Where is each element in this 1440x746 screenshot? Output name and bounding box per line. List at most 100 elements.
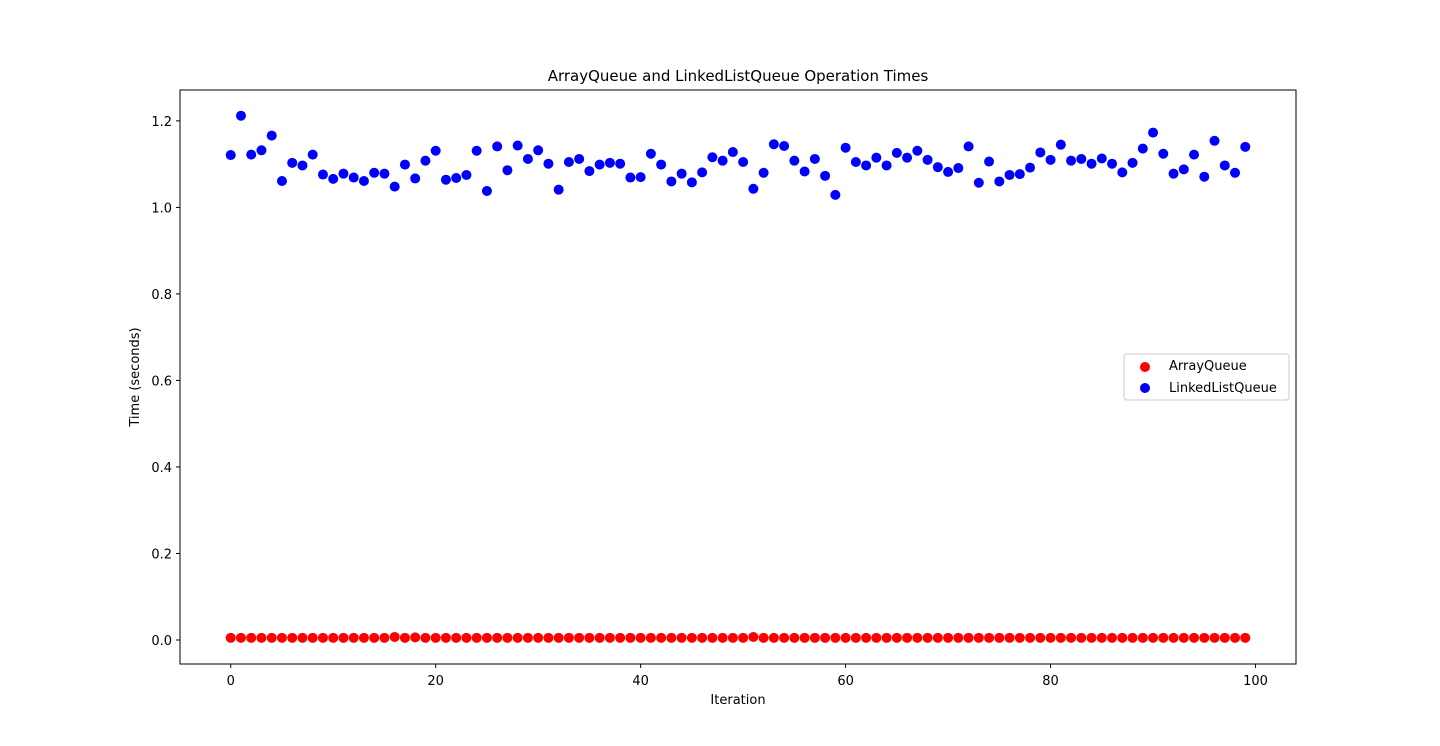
point-linkedlistqueue bbox=[287, 157, 298, 168]
point-arrayqueue bbox=[1004, 632, 1015, 643]
point-arrayqueue bbox=[912, 632, 923, 643]
point-linkedlistqueue bbox=[707, 152, 718, 163]
point-linkedlistqueue bbox=[748, 183, 759, 194]
point-linkedlistqueue bbox=[430, 145, 441, 156]
point-arrayqueue bbox=[1209, 632, 1220, 643]
point-arrayqueue bbox=[1107, 632, 1118, 643]
point-linkedlistqueue bbox=[256, 145, 267, 156]
point-linkedlistqueue bbox=[379, 168, 390, 179]
point-arrayqueue bbox=[871, 632, 882, 643]
point-arrayqueue bbox=[748, 631, 759, 642]
point-arrayqueue bbox=[522, 632, 533, 643]
chart-title: ArrayQueue and LinkedListQueue Operation… bbox=[548, 67, 929, 85]
point-arrayqueue bbox=[943, 632, 954, 643]
point-arrayqueue bbox=[574, 632, 585, 643]
y-tick-label: 0.4 bbox=[151, 461, 172, 476]
point-linkedlistqueue bbox=[317, 169, 328, 180]
point-arrayqueue bbox=[543, 632, 554, 643]
y-tick-label: 0.8 bbox=[151, 288, 172, 303]
point-linkedlistqueue bbox=[656, 159, 667, 170]
point-linkedlistqueue bbox=[1107, 158, 1118, 169]
point-linkedlistqueue bbox=[543, 158, 554, 169]
point-linkedlistqueue bbox=[922, 154, 933, 165]
point-linkedlistqueue bbox=[533, 145, 544, 156]
point-arrayqueue bbox=[994, 632, 1005, 643]
y-axis-label: Time (seconds) bbox=[128, 327, 143, 427]
point-linkedlistqueue bbox=[789, 155, 800, 166]
point-arrayqueue bbox=[563, 632, 574, 643]
data-points bbox=[225, 110, 1251, 643]
point-arrayqueue bbox=[758, 632, 769, 643]
point-linkedlistqueue bbox=[246, 149, 257, 160]
point-linkedlistqueue bbox=[1066, 155, 1077, 166]
point-arrayqueue bbox=[1066, 632, 1077, 643]
point-arrayqueue bbox=[1055, 632, 1066, 643]
point-arrayqueue bbox=[594, 632, 605, 643]
point-linkedlistqueue bbox=[932, 162, 943, 173]
point-linkedlistqueue bbox=[1158, 148, 1169, 159]
x-tick-label: 80 bbox=[1042, 674, 1059, 689]
point-linkedlistqueue bbox=[686, 177, 697, 188]
point-linkedlistqueue bbox=[1045, 154, 1056, 165]
point-arrayqueue bbox=[348, 632, 359, 643]
point-linkedlistqueue bbox=[635, 172, 646, 183]
point-arrayqueue bbox=[645, 632, 656, 643]
point-arrayqueue bbox=[840, 632, 851, 643]
point-linkedlistqueue bbox=[1076, 153, 1087, 164]
point-arrayqueue bbox=[399, 632, 410, 643]
point-linkedlistqueue bbox=[1199, 171, 1210, 182]
point-linkedlistqueue bbox=[881, 160, 892, 171]
point-arrayqueue bbox=[727, 632, 738, 643]
point-linkedlistqueue bbox=[912, 145, 923, 156]
point-arrayqueue bbox=[1076, 632, 1087, 643]
point-arrayqueue bbox=[902, 632, 913, 643]
legend: ArrayQueue LinkedListQueue bbox=[1123, 353, 1290, 401]
point-linkedlistqueue bbox=[645, 148, 656, 159]
point-arrayqueue bbox=[379, 632, 390, 643]
point-arrayqueue bbox=[246, 632, 257, 643]
point-arrayqueue bbox=[809, 632, 820, 643]
plot-frame bbox=[179, 89, 1297, 665]
point-linkedlistqueue bbox=[297, 160, 308, 171]
point-arrayqueue bbox=[963, 632, 974, 643]
point-linkedlistqueue bbox=[1117, 167, 1128, 178]
point-linkedlistqueue bbox=[943, 166, 954, 177]
point-linkedlistqueue bbox=[768, 139, 779, 150]
point-arrayqueue bbox=[338, 632, 349, 643]
point-linkedlistqueue bbox=[481, 185, 492, 196]
point-linkedlistqueue bbox=[799, 166, 810, 177]
point-linkedlistqueue bbox=[891, 147, 902, 158]
point-arrayqueue bbox=[256, 632, 267, 643]
point-linkedlistqueue bbox=[1055, 139, 1066, 150]
legend-marker-linkedlistqueue bbox=[1140, 383, 1150, 393]
x-axis-label: Iteration bbox=[710, 693, 765, 708]
point-arrayqueue bbox=[584, 632, 595, 643]
point-linkedlistqueue bbox=[1025, 162, 1036, 173]
x-tick-label: 40 bbox=[632, 674, 649, 689]
x-tick-label: 60 bbox=[837, 674, 854, 689]
point-arrayqueue bbox=[553, 632, 564, 643]
point-linkedlistqueue bbox=[1086, 158, 1097, 169]
point-arrayqueue bbox=[768, 632, 779, 643]
point-arrayqueue bbox=[881, 632, 892, 643]
point-linkedlistqueue bbox=[338, 168, 349, 179]
point-arrayqueue bbox=[953, 632, 964, 643]
point-arrayqueue bbox=[1168, 632, 1179, 643]
point-linkedlistqueue bbox=[512, 140, 523, 151]
point-linkedlistqueue bbox=[861, 160, 872, 171]
point-arrayqueue bbox=[666, 632, 677, 643]
x-tick-label: 0 bbox=[227, 674, 235, 689]
point-arrayqueue bbox=[615, 632, 626, 643]
point-arrayqueue bbox=[1158, 632, 1169, 643]
point-linkedlistqueue bbox=[850, 156, 861, 167]
point-linkedlistqueue bbox=[666, 176, 677, 187]
point-arrayqueue bbox=[440, 632, 451, 643]
point-linkedlistqueue bbox=[1127, 157, 1138, 168]
point-arrayqueue bbox=[1045, 632, 1056, 643]
point-arrayqueue bbox=[287, 632, 298, 643]
point-linkedlistqueue bbox=[902, 152, 913, 163]
point-arrayqueue bbox=[1086, 632, 1097, 643]
point-arrayqueue bbox=[625, 632, 636, 643]
point-linkedlistqueue bbox=[625, 172, 636, 183]
